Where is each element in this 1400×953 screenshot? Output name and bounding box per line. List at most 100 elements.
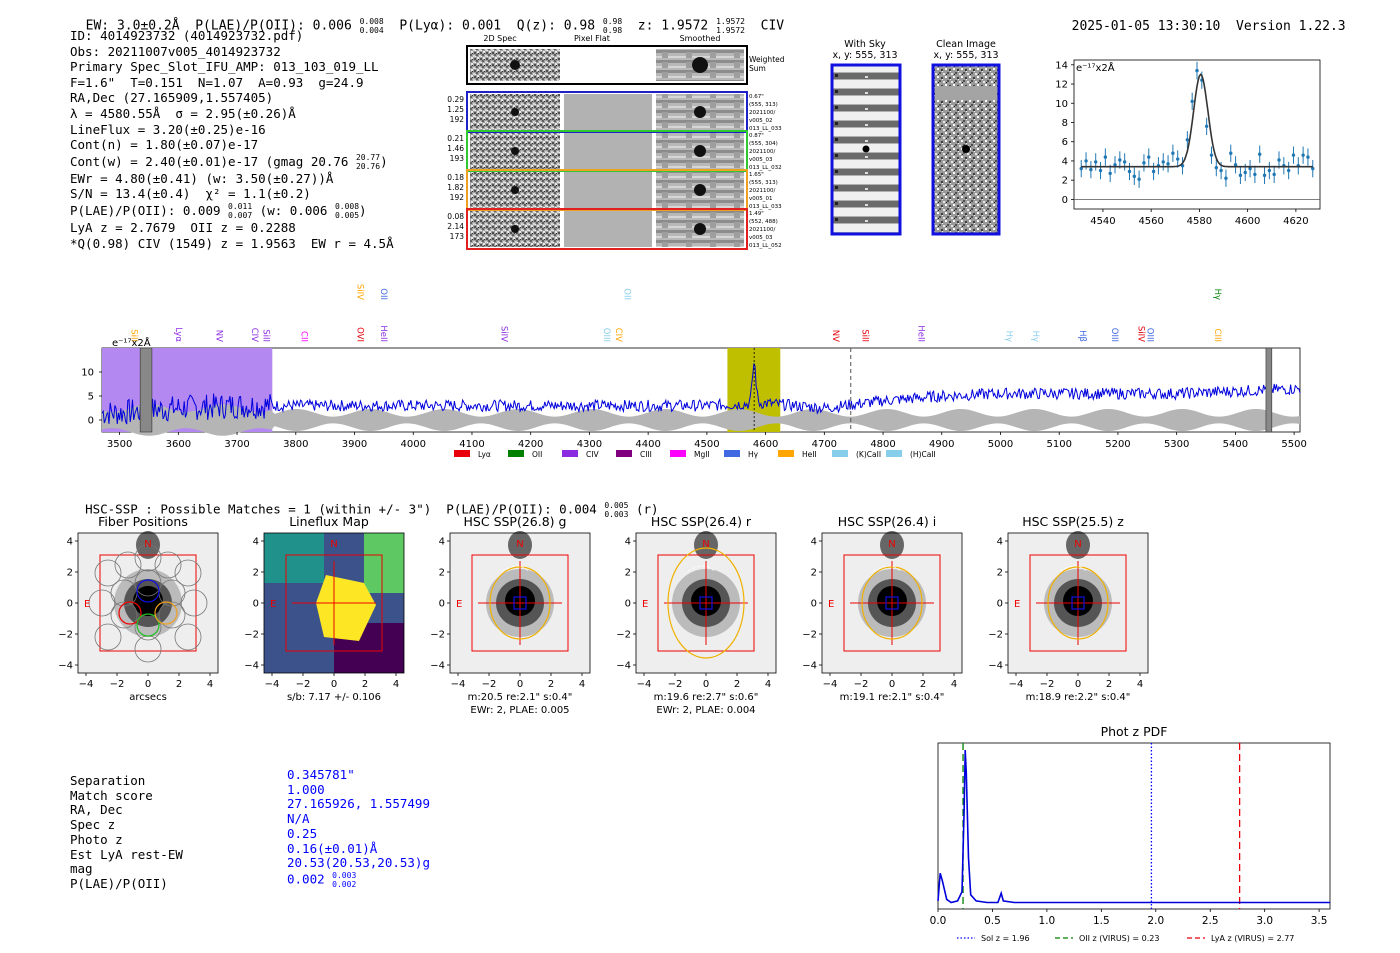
x-tick-label: −4 (1009, 679, 1024, 690)
header-ew: EW: 3.0±0.2Å (85, 18, 180, 34)
thumbnail-caption: m:19.1 re:2.1" s:0.4" (840, 692, 945, 703)
info-contw-row: Cont(w) = 2.40(±0.01)e-17 (gmag 20.76 20… (70, 153, 394, 171)
y-tick-label: 6 (1062, 137, 1068, 148)
match-value-plae: 0.002 (287, 871, 325, 887)
data-point (1094, 153, 1098, 171)
y-tick-label: 4 (253, 537, 259, 548)
x-tick-label: 4 (579, 679, 585, 690)
info-plae-hi: 0.011 (228, 202, 253, 212)
cutout-row-note: 2021100/ (749, 227, 775, 233)
x-tick-label: 5300 (1164, 439, 1189, 450)
line-marker-label: NV (830, 330, 840, 342)
pdf-legend-item: OII z (VIRUS) = 0.23 (1055, 934, 1159, 943)
line-marker-label: SiII (260, 329, 270, 342)
info-contw-hi: 20.77 (355, 153, 381, 163)
thumbnail-plot: HSC SSP(25.5) z N E 4 2 0 −2 −4 −4 −2 0 2 4 m:18.9 re… (988, 514, 1149, 703)
data-point (1127, 162, 1132, 181)
fiber-circle (88, 589, 116, 617)
data-point (1171, 144, 1175, 162)
line-marker-label: Hγ (1030, 331, 1040, 342)
x-tick-label: −2 (296, 679, 311, 690)
match-label-separation: Separation (70, 773, 146, 788)
photz-title: Phot z PDF (1101, 724, 1168, 739)
thumbnail-title: Fiber Positions (98, 514, 188, 529)
x-tick-label: 3500 (107, 439, 132, 450)
x-tick-label: 4580 (1187, 216, 1212, 227)
data-point (1248, 159, 1252, 178)
cutout-row-stat: 2.14 (447, 222, 464, 231)
x-tick-label: 4000 (401, 439, 426, 450)
line-marker-label: SiIV (354, 284, 364, 300)
header-plae-hi: 0.008 (359, 17, 384, 26)
x-tick-label: 0 (889, 679, 895, 690)
data-point (1142, 154, 1146, 172)
data-point (1108, 164, 1112, 183)
x-tick-label: 4 (1137, 679, 1143, 690)
match-value-score: 1.000 (287, 781, 325, 797)
spectrum-unit: e⁻¹⁷x2Å (112, 336, 151, 349)
x-tick-label: 4 (393, 679, 399, 690)
y-tick-label: 2 (439, 568, 445, 579)
data-point (1122, 153, 1127, 171)
thumbnail-caption: arcsecs (129, 692, 167, 703)
pdf-legend-item: Sol z = 1.96 (957, 934, 1030, 943)
x-tick-label: 4600 (753, 439, 778, 450)
east-label: E (456, 599, 462, 610)
x-tick-label: 4200 (518, 439, 543, 450)
header-version: Version 1.22.3 (1236, 19, 1346, 34)
x-tick-label: 4100 (459, 439, 484, 450)
north-label: N (888, 539, 895, 550)
data-point (1195, 61, 1199, 80)
data-point (1151, 162, 1156, 181)
y-tick-label: −4 (58, 661, 73, 672)
x-tick-label: −4 (79, 679, 94, 690)
x-tick-label: 4540 (1090, 216, 1115, 227)
data-point (1253, 165, 1257, 184)
fiber-circle-green (136, 613, 160, 637)
cutout-row-stat: 192 (450, 193, 465, 202)
aperture-box (471, 554, 569, 652)
y-tick-label: −2 (802, 630, 817, 641)
thumbnail-title: Lineflux Map (289, 514, 369, 529)
legend-item: CIII (616, 450, 652, 459)
aperture-box (99, 554, 197, 652)
y-tick-label: 10 (81, 368, 94, 379)
y-tick-label: −4 (802, 661, 817, 672)
thumbnail-panel: HSC SSP(26.4) r N E 4 2 0 −2 −4 −4 −2 0 2 4 m:19.6 re… (606, 512, 786, 727)
match-plae-hi: 0.003 (332, 870, 357, 880)
cutout-row-note: (555, 313) (749, 102, 778, 108)
header-line: CIV (760, 18, 785, 34)
east-label: E (270, 599, 276, 610)
thumbnail-panel: HSC SSP(25.5) z N E 4 2 0 −2 −4 −4 −2 0 2 4 m:18.9 re… (978, 512, 1158, 727)
x-tick-label: 0 (331, 679, 337, 690)
photz-pdf-chart: Phot z PDF 0.0 0.5 1.0 1.5 2.0 2.5 3.0 3.5 Sol … (930, 724, 1331, 943)
aperture-box (285, 554, 383, 652)
x-tick-label: 4500 (694, 439, 719, 450)
fiber-circle-red (118, 601, 142, 625)
header-qz-hi: 0.98 (602, 17, 623, 26)
info-obs: Obs: 20211007v005_4014923732 (70, 43, 281, 59)
header-plae: P(LAE)/P(OII): 0.006 (195, 18, 352, 34)
y-tick-label: 0 (625, 599, 631, 610)
data-point (1224, 169, 1228, 187)
thumbnail-caption-2: EWr: 2, PLAE: 0.005 (470, 705, 569, 716)
east-label: E (84, 599, 90, 610)
thumbnail-plot: Fiber Positions N E 4 2 0 −2 −4 −4 −2 0 2 4 arcsecs (58, 514, 219, 703)
legend-label: Lyα (478, 450, 491, 459)
data-point (1258, 145, 1262, 163)
header-qz: Q(z): 0.98 (516, 18, 596, 34)
match-label-photoz: Photo z (70, 831, 123, 847)
cutout-row-note: 2021100/ (749, 110, 775, 116)
galaxy-ellipse (1047, 566, 1109, 640)
legend-item: (K)CaII (832, 450, 881, 459)
thumbnail-plot: HSC SSP(26.8) g N E 4 2 0 −2 −4 −4 −2 0 2 4 m:20.5 re… (430, 514, 591, 716)
cutout-row-stat: 0.18 (447, 173, 464, 182)
x-tick-label: 1.5 (1093, 915, 1110, 927)
info-sn: S/N = 13.4(±0.4) χ² = 1.1(±0.2) (70, 186, 311, 202)
x-tick-label: 3900 (342, 439, 367, 450)
fiber-cutouts: 2D Spec Pixel Flat Smoothed Weighted Sum… (447, 34, 785, 250)
header-z: z: 1.9572 (637, 18, 709, 34)
thumbnail-panel: HSC SSP(26.8) g N E 4 2 0 −2 −4 −4 −2 0 2 4 m:20.5 re… (420, 512, 600, 727)
match-value-photoz: 0.25 (287, 825, 318, 841)
x-tick-label: 2 (362, 679, 368, 690)
